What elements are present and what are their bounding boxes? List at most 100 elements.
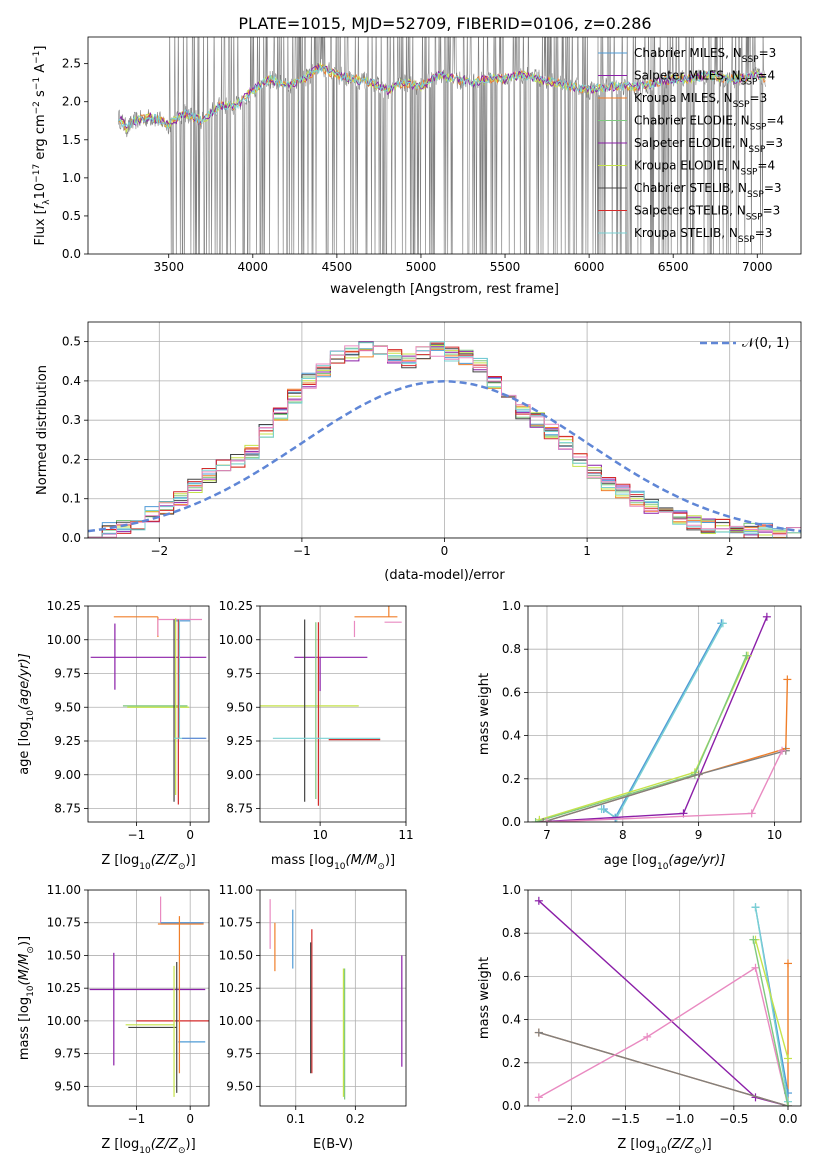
y-tick-label: 1.0 (502, 883, 521, 897)
x-axis-label: Z [log10(Z/Z⊙)] (101, 853, 195, 872)
x-tick-label: 10 (767, 828, 782, 842)
y-tick-label: 0.5 (62, 335, 81, 349)
x-tick-label: 3500 (153, 260, 184, 274)
y-tick-label: 2.0 (62, 95, 81, 109)
x-tick-label: 0 (186, 828, 194, 842)
legend-label: Chabrier ELODIE, NSSP=4 (634, 114, 784, 133)
series-line (539, 655, 749, 821)
x-axis-label: wavelength [Angstrom, rest frame] (330, 282, 559, 297)
x-tick-label: 0 (186, 1112, 194, 1126)
x-tick-label: 6000 (574, 260, 605, 274)
panel-3: −1 0 8.75 9.00 9.25 9.50 9.75 10.00 10.25 Z [log1… (17, 599, 210, 872)
y-tick-label: 11.00 (219, 883, 253, 897)
y-tick-label: 9.50 (226, 700, 253, 714)
y-tick-label: 9.25 (54, 734, 81, 748)
y-tick-label: 10.75 (219, 916, 253, 930)
x-axis-label: (data-model)/error (384, 568, 505, 583)
y-tick-label: 0.2 (62, 452, 81, 466)
x-tick-label: 4500 (322, 260, 353, 274)
plot-area (117, 37, 766, 254)
series-line (754, 907, 789, 1102)
plot-area (88, 606, 209, 822)
x-tick-label: 0.1 (286, 1112, 305, 1126)
x-tick-label: −2.0 (557, 1112, 586, 1126)
series-line (538, 900, 789, 1106)
legend-label: Kroupa MILES, NSSP=3 (634, 91, 767, 110)
y-tick-label: 8.75 (54, 802, 81, 816)
y-tick-label: 10.50 (219, 948, 253, 962)
panel-5: 7 8 9 10 0.0 0.2 0.4 0.6 0.8 1.0 age [log10(age/yr… (477, 599, 802, 872)
y-tick-label: 1.0 (502, 599, 521, 613)
y-tick-label: 0.6 (502, 969, 521, 983)
y-tick-label: 0.6 (502, 685, 521, 699)
histogram-step (88, 345, 801, 538)
x-tick-label: −1 (293, 544, 311, 558)
y-tick-label: 10.25 (47, 981, 81, 995)
axes-frame (87, 889, 210, 1107)
y-axis-label: mass [log10(M/M⊙)] (17, 936, 36, 1060)
y-tick-label: 1.5 (62, 133, 81, 147)
x-tick-label: 7 (543, 828, 551, 842)
axes-frame (87, 321, 802, 539)
x-axis-label: age [log10(age/yr)] (604, 853, 726, 872)
y-tick-label: 9.00 (226, 768, 253, 782)
y-tick-label: 1.0 (62, 171, 81, 185)
figure-title: PLATE=1015, MJD=52709, FIBERID=0106, z=0… (238, 14, 651, 33)
x-tick-label: −1.5 (611, 1112, 640, 1126)
y-tick-label: 0.4 (502, 729, 521, 743)
x-axis-label: E(B-V) (313, 1137, 353, 1152)
y-tick-label: 9.25 (226, 734, 253, 748)
y-tick-label: 0.2 (502, 1056, 521, 1070)
panel-2: −2 −1 0 1 2 0.0 0.1 0.2 0.3 0.4 0.5 (data-model)/er… (35, 321, 802, 583)
x-tick-label: 5500 (490, 260, 521, 274)
y-tick-label: 0.0 (62, 531, 81, 545)
legend-label: 𝒩(0, 1) (742, 336, 789, 351)
legend-label: Kroupa ELODIE, NSSP=4 (634, 159, 775, 178)
y-tick-label: 0.4 (62, 374, 81, 388)
legend-label: Salpeter STELIB, NSSP=3 (634, 204, 780, 223)
y-tick-label: 0.0 (502, 815, 521, 829)
x-tick-label: 8 (619, 828, 627, 842)
y-tick-label: 10.00 (219, 633, 253, 647)
x-tick-label: 7000 (742, 260, 773, 274)
y-tick-label: 2.5 (62, 57, 81, 71)
series-line (538, 966, 789, 1106)
y-axis-label: Flux [fλ10−17 erg cm−2 s−1 A−1] (32, 46, 52, 246)
y-tick-label: 0.4 (502, 1013, 521, 1027)
y-tick-label: 9.50 (54, 700, 81, 714)
x-tick-label: 9 (695, 828, 703, 842)
plot-area (528, 606, 801, 822)
plot-area (88, 890, 209, 1106)
y-tick-label: 0.1 (62, 492, 81, 506)
x-tick-label: 10 (312, 828, 327, 842)
panel-8: −2.0 −1.5 −1.0 −0.5 0.0 0.0 0.2 0.4 0.6 0.8 1.0 Z [… (477, 883, 802, 1156)
legend-label: Salpeter MILES, NSSP=4 (634, 69, 775, 88)
series-line (542, 679, 789, 822)
axes-frame (527, 889, 802, 1107)
x-tick-label: 5000 (406, 260, 437, 274)
y-tick-label: 9.50 (226, 1079, 253, 1093)
series-line (538, 963, 789, 1106)
y-tick-label: 9.50 (54, 1079, 81, 1093)
x-tick-label: −1 (128, 1112, 146, 1126)
x-tick-label: 1 (583, 544, 591, 558)
y-tick-label: 0.8 (502, 642, 521, 656)
x-tick-label: 6500 (658, 260, 689, 274)
y-tick-label: 10.00 (47, 633, 81, 647)
y-axis-label: mass weight (477, 673, 492, 755)
panel-6: −1 0 9.50 9.75 10.00 10.25 10.50 10.75 11.00 Z [l… (17, 883, 210, 1156)
x-tick-label: −1 (128, 828, 146, 842)
y-tick-label: 0.3 (62, 413, 81, 427)
y-tick-label: 10.25 (219, 981, 253, 995)
y-tick-label: 0.8 (502, 926, 521, 940)
y-axis-label: mass weight (477, 957, 492, 1039)
y-tick-label: 10.75 (47, 916, 81, 930)
legend-label: Salpeter ELODIE, NSSP=3 (634, 136, 783, 155)
series-line (539, 616, 768, 822)
normal-curve (88, 380, 801, 533)
axes-frame (259, 889, 407, 1107)
axes-frame (87, 605, 210, 823)
y-tick-label: 0.2 (502, 772, 521, 786)
plot-area (88, 322, 801, 538)
series-line (538, 1031, 789, 1106)
